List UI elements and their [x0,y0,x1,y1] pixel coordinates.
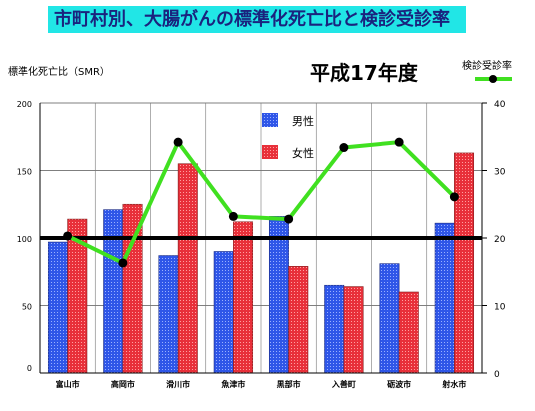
bar-female [288,266,309,374]
category-label: 入善町 [331,379,356,389]
left-tick-label: 150 [17,168,32,177]
bar-male [158,255,179,374]
bar-female [343,286,364,374]
bar-male [324,284,345,374]
left-tick-label: 0 [27,364,32,373]
bar-female [233,221,254,374]
category-label: 富山市 [56,379,80,389]
bars-layer [47,152,475,374]
rate-point [63,231,73,241]
chart-subtitle: 平成17年度 [310,61,419,85]
bar-male [213,251,234,374]
chart-title: 市町村別、大腸がんの標準化死亡比と検診受診率 [48,6,466,33]
rate-point [284,214,294,224]
left-tick-label: 50 [22,303,32,312]
bar-male [379,263,400,374]
right-tick-label: 10 [494,303,506,313]
right-tick-label: 30 [494,168,506,178]
legend-male-swatch [262,113,278,127]
legend-rate-marker [489,75,497,83]
bar-female [177,163,198,374]
right-tick-label: 0 [494,370,500,380]
left-tick-label: 100 [17,235,32,244]
right-axis-label: 検診受診率 [462,59,512,72]
legend-female-label: 女性 [292,146,314,160]
category-label: 砺波市 [387,379,411,389]
bar-male [434,222,455,374]
category-label: 魚津市 [221,379,245,389]
rate-point [173,137,183,147]
rate-point [339,143,349,153]
right-tick-label: 20 [494,235,506,245]
left-axis-label: 標準化死亡比（SMR） [8,65,110,78]
category-label: 滑川市 [166,379,190,389]
rate-point [228,211,238,221]
right-tick-label: 40 [494,100,506,110]
legend-female-swatch [262,145,278,159]
axes-layer: 0 50 100 150 200 0 10 20 30 40 富山市 高岡市 滑川市 魚津市 黒部市 入善町 砺… [17,100,506,389]
category-label: 黒部市 [277,379,301,389]
bar-female [398,291,419,374]
bar-female [454,152,475,374]
rate-point [118,258,128,268]
legend-male-label: 男性 [292,114,314,128]
rate-point [394,137,404,147]
rate-line [66,140,456,265]
rate-line-layer [63,137,459,268]
category-label: 高岡市 [111,379,135,389]
left-tick-label: 200 [17,100,32,109]
bar-male [103,209,124,374]
category-label: 射水市 [441,379,466,389]
rate-point [449,192,459,202]
bar-male [47,241,68,374]
